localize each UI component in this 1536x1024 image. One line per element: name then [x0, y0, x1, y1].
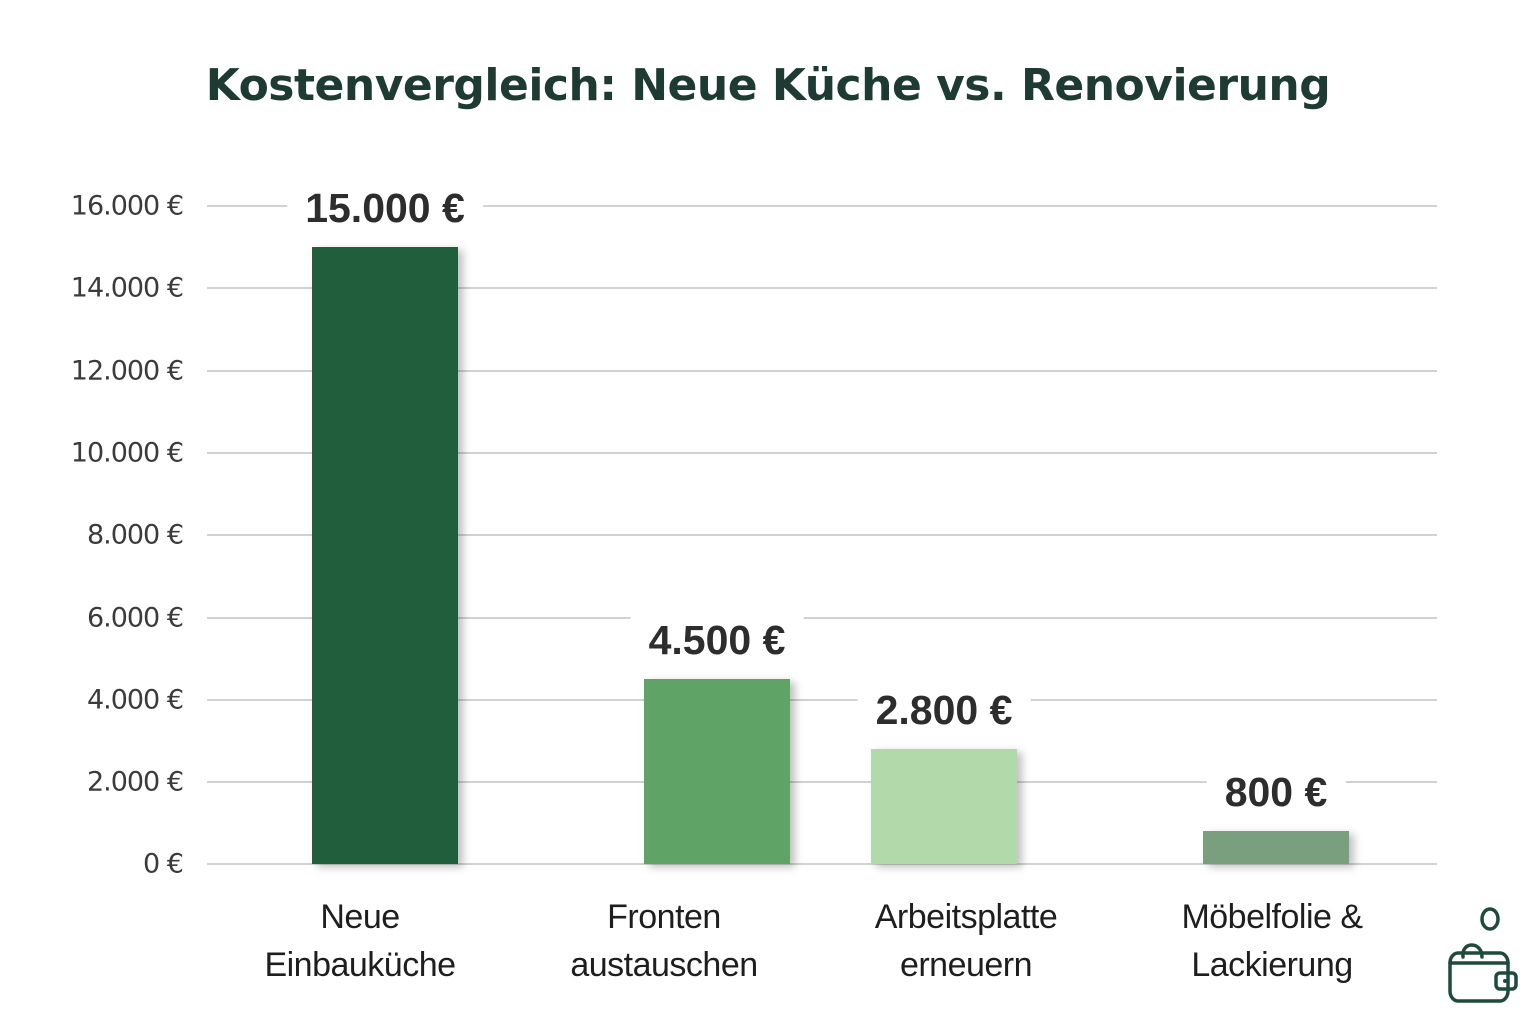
- category-line-2: erneuern: [899, 946, 1033, 984]
- bar-moebelfolie-lackierung: [1203, 831, 1349, 864]
- y-tick-label: 10.000 €: [70, 437, 184, 469]
- y-tick-label: 16.000 €: [70, 190, 184, 222]
- bar-value-label: 15.000 €: [287, 183, 483, 233]
- x-category-label: Neue Einbauküche: [210, 893, 510, 989]
- bar-value-label: 800 €: [1206, 767, 1346, 817]
- gridline-14000: [207, 287, 1437, 289]
- bar-value-label: 2.800 €: [857, 685, 1031, 735]
- x-category-label: Möbelfolie & Lackierung: [1122, 893, 1422, 989]
- category-line-2: austauschen: [570, 946, 758, 984]
- gridline-10000: [207, 452, 1437, 454]
- y-tick-label: 0 €: [143, 848, 184, 880]
- wallet-with-coins-icon: [1448, 907, 1518, 1003]
- bar-fronten-austauschen: [644, 679, 790, 864]
- category-line-2: Lackierung: [1191, 946, 1353, 984]
- gridline-4000: [207, 699, 1437, 701]
- bar-neue-einbaukueche: [312, 247, 458, 864]
- category-line-2: Einbauküche: [264, 946, 456, 984]
- gridline-16000: [207, 205, 1437, 207]
- gridline-12000: [207, 370, 1437, 372]
- x-category-label: Fronten austauschen: [514, 893, 814, 989]
- bar-arbeitsplatte-erneuern: [871, 749, 1017, 864]
- y-tick-label: 2.000 €: [86, 766, 184, 798]
- y-tick-label: 4.000 €: [86, 684, 184, 716]
- x-category-label: Arbeitsplatte erneuern: [816, 893, 1116, 989]
- category-line-1: Neue: [320, 898, 400, 936]
- gridline-2000: [207, 781, 1437, 783]
- y-tick-label: 12.000 €: [70, 355, 184, 387]
- gridline-0: [207, 863, 1437, 865]
- gridline-6000: [207, 617, 1437, 619]
- chart-title: Kostenvergleich: Neue Küche vs. Renovier…: [205, 60, 1331, 111]
- category-line-1: Arbeitsplatte: [874, 898, 1058, 936]
- y-tick-label: 14.000 €: [70, 272, 184, 304]
- y-tick-label: 8.000 €: [86, 519, 184, 551]
- category-line-1: Fronten: [607, 898, 721, 936]
- gridline-8000: [207, 534, 1437, 536]
- category-line-1: Möbelfolie &: [1181, 898, 1363, 936]
- y-tick-label: 6.000 €: [86, 602, 184, 634]
- bar-value-label: 4.500 €: [630, 615, 804, 665]
